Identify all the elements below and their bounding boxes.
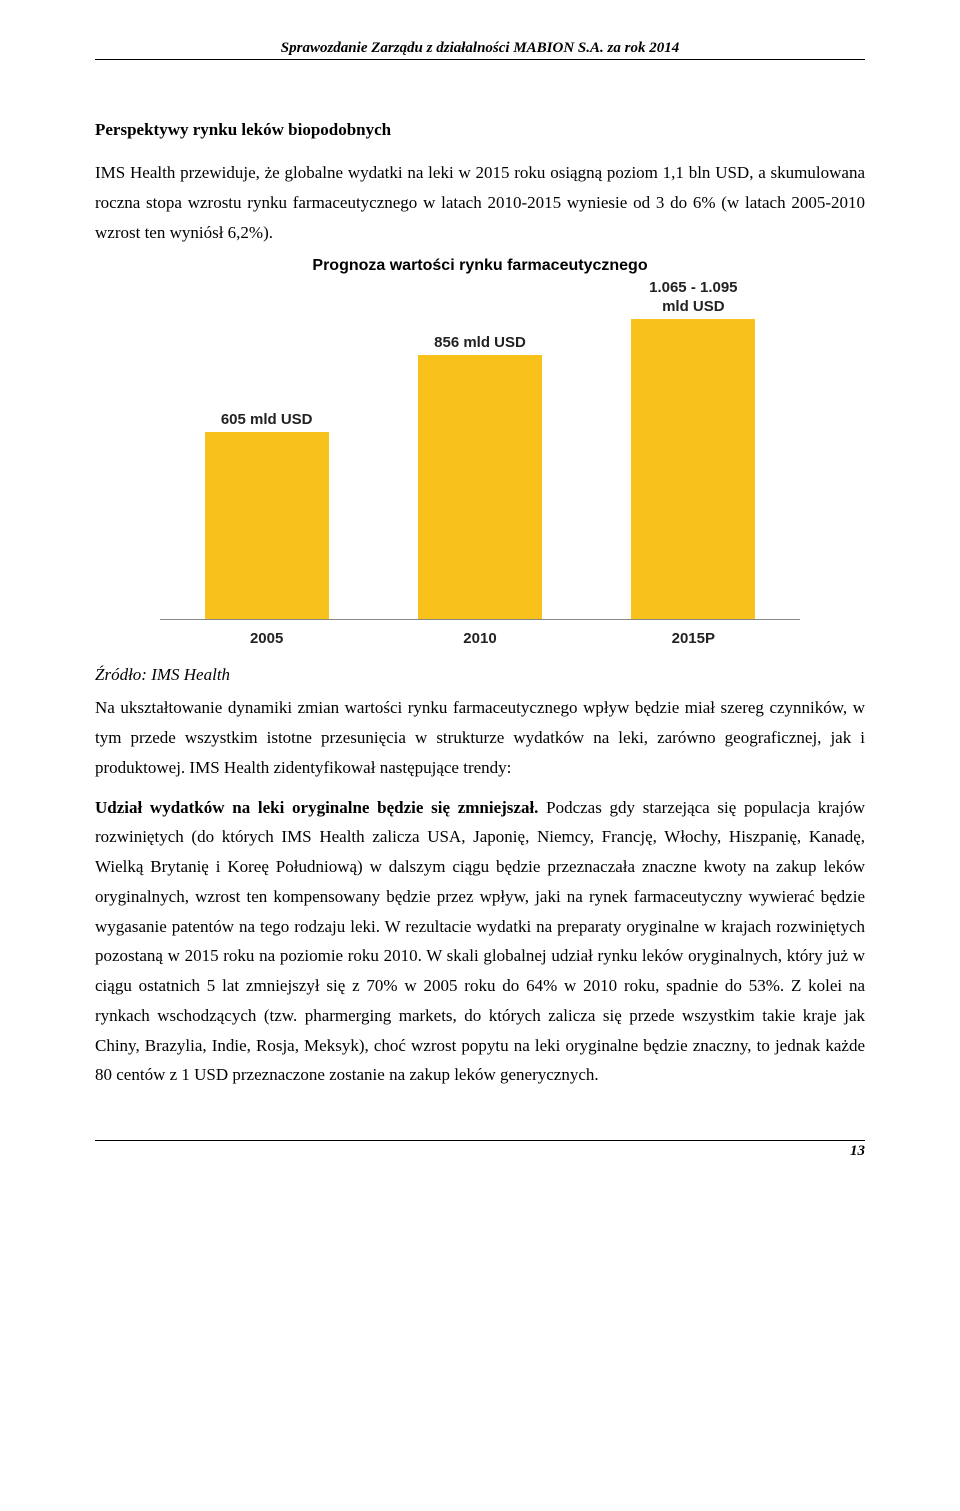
document-page: Sprawozdanie Zarządu z działalności MABI…: [0, 0, 960, 1190]
running-header: Sprawozdanie Zarządu z działalności MABI…: [95, 40, 865, 57]
chart-x-axis: 2005 2010 2015P: [160, 630, 800, 647]
body-paragraph-2-rest: Podczas gdy starzejąca się populacja kra…: [95, 798, 865, 1085]
chart-source: Źródło: IMS Health: [95, 665, 865, 685]
bar-label-0: 605 mld USD: [221, 411, 313, 428]
chart-block: Prognoza wartości rynku farmaceutycznego…: [95, 257, 865, 647]
bar-slot-0: 605 mld USD: [160, 279, 373, 619]
bar-chart: 605 mld USD 856 mld USD 1.065 - 1.095 ml…: [160, 279, 800, 647]
bar-slot-2: 1.065 - 1.095 mld USD: [587, 279, 800, 619]
chart-plot-area: 605 mld USD 856 mld USD 1.065 - 1.095 ml…: [160, 279, 800, 620]
body-paragraph-2: Udział wydatków na leki oryginalne będzi…: [95, 793, 865, 1091]
chart-title: Prognoza wartości rynku farmaceutycznego: [95, 257, 865, 275]
body-paragraph-1: Na ukształtowanie dynamiki zmian wartośc…: [95, 693, 865, 782]
x-tick-1: 2010: [373, 630, 586, 647]
bar-2: [631, 319, 755, 619]
bar-sublabel-2: mld USD: [662, 298, 725, 315]
body-bold-lead: Udział wydatków na leki oryginalne będzi…: [95, 798, 538, 817]
x-tick-2: 2015P: [587, 630, 800, 647]
bar-slot-1: 856 mld USD: [373, 279, 586, 619]
header-rule: [95, 59, 865, 60]
bar-0: [205, 432, 329, 619]
chart-wrap: 605 mld USD 856 mld USD 1.065 - 1.095 ml…: [95, 279, 865, 647]
chart-bars-row: 605 mld USD 856 mld USD 1.065 - 1.095 ml…: [160, 279, 800, 619]
intro-paragraph: IMS Health przewiduje, że globalne wydat…: [95, 158, 865, 247]
bar-label-1: 856 mld USD: [434, 334, 526, 351]
bar-1: [418, 355, 542, 620]
bar-label-2: 1.065 - 1.095: [649, 279, 737, 296]
x-tick-0: 2005: [160, 630, 373, 647]
page-number: 13: [95, 1143, 865, 1160]
section-heading: Perspektywy rynku leków biopodobnych: [95, 120, 865, 140]
footer-rule: [95, 1140, 865, 1141]
